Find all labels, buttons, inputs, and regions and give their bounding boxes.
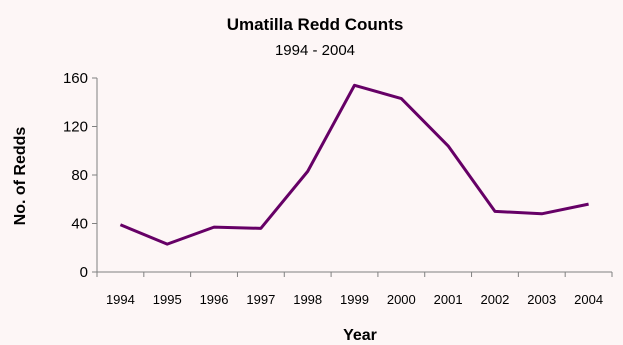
series-line bbox=[119, 83, 589, 246]
x-tick-label: 2002 bbox=[480, 292, 509, 307]
y-ticks: 0 40 80 120 160 bbox=[63, 70, 97, 281]
x-tick-label: 1994 bbox=[106, 292, 135, 307]
x-tick-label: 1997 bbox=[246, 292, 275, 307]
y-axis-label: No. of Redds bbox=[12, 127, 29, 226]
y-tick-label: 40 bbox=[71, 216, 88, 233]
x-tick-label: 1999 bbox=[340, 292, 369, 307]
x-tick-label: 2003 bbox=[527, 292, 556, 307]
x-tick-label: 2004 bbox=[574, 292, 603, 307]
chart-title: Umatilla Redd Counts bbox=[227, 15, 404, 34]
plot-area: 0 40 80 120 160 1994 1995 1996 1997 1998 1999 2000… bbox=[63, 70, 613, 307]
x-axis-label: Year bbox=[343, 327, 377, 344]
x-tick-label: 1998 bbox=[293, 292, 322, 307]
y-tick-label: 80 bbox=[71, 167, 88, 184]
chart-subtitle: 1994 - 2004 bbox=[275, 42, 355, 59]
y-tick-label: 120 bbox=[63, 119, 88, 136]
y-tick-label: 160 bbox=[63, 70, 88, 87]
x-tick-label: 2001 bbox=[434, 292, 463, 307]
y-tick-label: 0 bbox=[80, 264, 88, 281]
x-ticks: 1994 1995 1996 1997 1998 1999 2000 2001 2002 2003… bbox=[96, 272, 613, 307]
x-tick-label: 2000 bbox=[387, 292, 416, 307]
x-tick-label: 1995 bbox=[153, 292, 182, 307]
x-tick-label: 1996 bbox=[200, 292, 229, 307]
